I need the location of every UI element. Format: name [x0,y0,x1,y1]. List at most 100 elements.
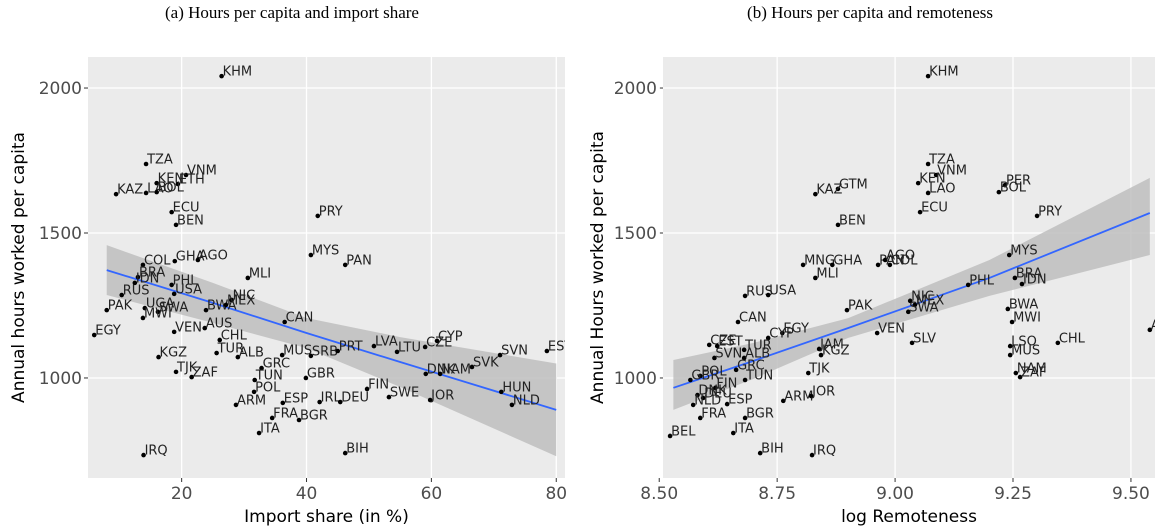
x-tick-label: 9.50 [1112,484,1150,504]
data-point [887,262,893,268]
point-label: TJK [176,360,198,375]
point-label: ECU [921,201,948,216]
point-label: DEU [341,391,369,406]
x-axis-title: log Remoteness [841,507,977,527]
data-point [217,337,223,343]
data-point [423,371,429,377]
data-point [172,258,178,264]
point-label: JOR [430,389,454,404]
data-point [422,344,428,350]
data-point [235,354,241,360]
point-label: GTM [839,177,868,192]
data-point [996,189,1002,195]
fit-line [673,212,1151,389]
point-label: TUR [744,338,772,353]
confidence-band [673,177,1150,410]
point-label: PAN [346,253,372,268]
point-label: LAO [929,181,955,196]
point-label: MUS [283,344,312,359]
point-label: BIH [761,442,784,457]
data-point [195,257,201,263]
point-label: BWA [1009,297,1039,312]
data-point [141,452,146,458]
point-label: IRL [321,391,342,406]
data-point [735,319,741,325]
point-label: BRA [1016,266,1042,281]
point-label: MLI [816,266,838,281]
data-point [733,367,739,373]
data-point [724,401,730,407]
data-point [667,433,673,439]
data-point [742,415,748,421]
point-label: PHL [969,273,995,288]
point-label: MUS [1011,344,1040,359]
data-point [499,389,504,395]
data-point [394,349,400,355]
data-point [251,389,257,395]
point-label: DEU [704,386,732,401]
data-point [202,325,208,331]
point-label: EST [548,340,572,355]
data-point [342,450,348,456]
point-label: FIN [716,376,737,391]
data-point [154,189,159,195]
point-label: JOR [811,384,835,399]
data-point [214,350,219,356]
panel-title: (a) Hours per capita and import share [165,3,419,22]
point-label: PHL [173,273,199,288]
data-point [742,377,748,383]
point-label: BRA [139,266,165,281]
point-label: ARM [784,389,813,404]
point-label: MLI [249,266,271,281]
data-point [835,186,841,192]
point-label: ARM [237,393,266,408]
data-point [135,274,141,280]
point-label: ZAF [193,366,218,381]
point-label: TUN [745,368,773,383]
point-label: FRA [273,406,298,421]
data-point [813,275,818,281]
data-point [154,180,159,186]
point-label: PRT [339,340,363,355]
point-label: MYS [312,244,339,259]
point-label: SRB [312,344,338,359]
point-label: KEN [919,172,945,187]
point-label: VNM [937,164,967,179]
point-label: JAM [819,337,844,352]
data-point [915,180,921,186]
data-point [1055,340,1061,346]
point-label: NIC [911,289,934,304]
panel: (a) Hours per capita and import share Imp… [9,3,572,527]
data-point [730,430,736,436]
point-label: ITA [260,422,280,437]
data-point [1012,275,1018,281]
data-point [315,213,321,219]
data-point [1019,281,1025,287]
point-label: IRQ [813,444,836,459]
point-label: SLV [913,331,936,346]
point-label: DNK [698,384,727,399]
data-point [1013,370,1019,376]
data-point [173,222,179,228]
x-tick-label: 8.75 [758,484,796,504]
data-point [695,392,700,398]
data-point [757,450,763,456]
y-tick-label: 2000 [39,79,82,99]
point-label: MYS [1010,244,1037,259]
data-point [364,386,370,392]
point-label: USA [175,282,202,297]
data-point [119,292,125,298]
data-point [169,209,174,215]
data-point [173,369,179,375]
point-label: MWI [1013,311,1041,326]
point-label: KHM [929,65,959,80]
data-point [256,430,262,436]
data-point [818,352,824,358]
data-point [805,370,811,376]
y-tick-label: 1500 [614,224,657,244]
data-point [175,181,181,187]
point-label: MNG [804,253,835,268]
point-label: ALB [239,346,264,361]
point-label: AGO [886,248,915,263]
